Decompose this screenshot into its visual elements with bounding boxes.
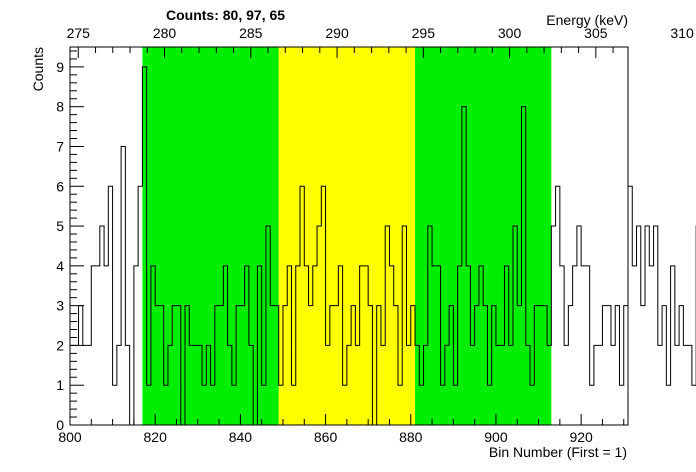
- y-tick-label: 6: [56, 178, 64, 194]
- region-bands: [142, 47, 552, 425]
- y-tick-label: 1: [56, 377, 64, 393]
- energy-tick-label: 305: [584, 25, 608, 41]
- y-axis-label: Counts: [30, 47, 46, 91]
- plot-frame: [69, 46, 629, 426]
- x-tick-label: 820: [144, 429, 168, 445]
- energy-tick-label: 295: [412, 25, 436, 41]
- x-tick-label: 900: [484, 429, 508, 445]
- y-tick-label: 5: [56, 218, 64, 234]
- x-tick-label: 860: [314, 429, 338, 445]
- y-tick-label: 3: [56, 298, 64, 314]
- x-tick-label: 840: [229, 429, 253, 445]
- y-tick-label: 2: [56, 337, 64, 353]
- y-tick-label: 4: [56, 258, 64, 274]
- histogram-line: [69, 66, 696, 426]
- energy-tick-label: 290: [325, 25, 349, 41]
- y-tick-label: 7: [56, 138, 64, 154]
- energy-tick-label: 275: [67, 25, 91, 41]
- axes: 800 820 840 860 880 900 920 0 1 2 3 4 5 6 7 8 9 275 280 285…: [56, 25, 694, 445]
- x-tick-label: 880: [399, 429, 423, 445]
- energy-tick-label: 280: [153, 25, 177, 41]
- energy-tick-label: 285: [239, 25, 263, 41]
- x-tick-label: 920: [569, 429, 593, 445]
- y-tick-label: 0: [56, 417, 64, 433]
- energy-axis-label: Energy (keV): [546, 12, 628, 28]
- energy-tick-label: 310: [670, 25, 694, 41]
- y-tick-label: 9: [56, 59, 64, 75]
- region-band-2: [415, 47, 552, 425]
- x-axis-label: Bin Number (First = 1): [489, 444, 627, 460]
- x-tick-label: 800: [58, 429, 82, 445]
- energy-tick-label: 300: [498, 25, 522, 41]
- chart-title: Counts: 80, 97, 65: [166, 7, 285, 23]
- y-tick-label: 8: [56, 99, 64, 115]
